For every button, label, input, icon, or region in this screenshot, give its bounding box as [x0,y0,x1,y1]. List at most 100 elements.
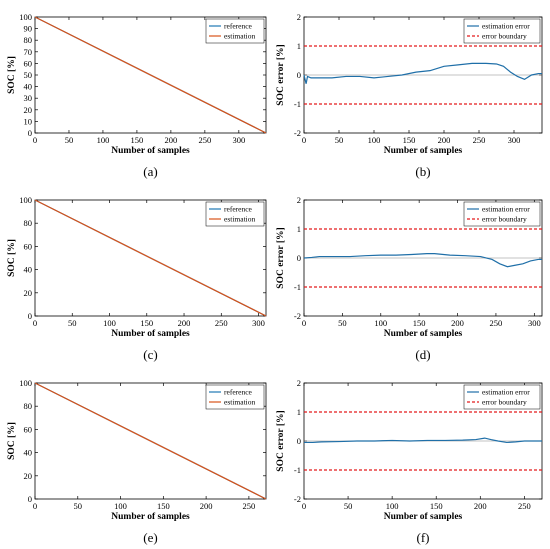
legend-box [463,201,541,227]
legend-box [463,384,541,410]
x-tick-label: 250 [215,318,228,328]
x-tick-label: 250 [198,135,211,145]
x-tick-label: 0 [33,318,37,328]
x-tick-label: 200 [178,318,191,328]
y-tick-label: 2 [297,195,301,205]
y-axis-label: SOC error [%] [276,44,286,105]
chart-panel: 0 50 100 150 200 250 300 0 20 40 60 80 100 referencee… [7,195,267,362]
chart-panel: 0 50 100 150 200 250 300 -2 -1 0 1 2 estimation erro… [276,12,543,179]
x-tick-label: 50 [335,135,344,145]
y-tick-label: -2 [294,128,301,138]
x-tick-label: 100 [368,135,381,145]
legend-box [205,384,265,410]
y-tick-label: 100 [19,12,32,22]
x-tick-label: 300 [232,135,245,145]
legend-label: reference [224,388,253,397]
x-tick-label: 50 [74,501,83,511]
x-tick-label: 200 [438,135,451,145]
x-tick-label: 100 [374,318,387,328]
y-tick-label: 20 [24,471,33,481]
x-tick-label: 50 [338,318,347,328]
y-tick-label: 30 [24,93,33,103]
x-axis-label: Number of samples [384,146,463,156]
x-axis-label: Number of samples [111,146,190,156]
x-tick-label: 200 [451,318,464,328]
y-tick-label: -1 [294,282,301,292]
y-tick-label: 0 [297,436,301,446]
y-tick-label: 1 [297,224,301,234]
legend-label: reference [224,205,253,214]
x-axis-label: Number of samples [111,512,190,522]
y-tick-label: -2 [294,311,301,321]
legend-label: reference [224,22,253,31]
legend-label: estimation error [482,205,530,214]
y-tick-label: 50 [24,70,33,80]
y-tick-label: 0 [297,253,301,263]
x-tick-label: 150 [413,318,426,328]
x-tick-label: 150 [140,318,153,328]
x-tick-label: 0 [302,501,306,511]
y-tick-label: 40 [24,448,33,458]
panel-label: (f) [417,530,430,545]
x-tick-label: 0 [302,135,306,145]
y-tick-label: 60 [24,241,33,251]
y-tick-label: -1 [294,465,301,475]
x-tick-label: 150 [430,501,443,511]
x-tick-label: 50 [65,135,74,145]
x-tick-label: 100 [386,501,399,511]
series-line-estimation-error [303,253,542,268]
chart-panel: 0 50 100 150 200 250 0 20 40 60 80 100 referenceesti… [7,378,267,545]
x-tick-label: 250 [473,135,486,145]
y-tick-label: 40 [24,82,33,92]
x-tick-label: 150 [403,135,416,145]
x-tick-label: 300 [528,318,541,328]
x-tick-label: 50 [344,501,353,511]
y-tick-label: 80 [24,401,33,411]
legend-label: estimation [224,398,255,407]
y-tick-label: -2 [294,494,301,504]
y-tick-label: 20 [24,288,33,298]
x-tick-label: 250 [490,318,503,328]
x-tick-label: 50 [68,318,77,328]
panel-label: (d) [415,347,430,362]
x-tick-label: 250 [518,501,531,511]
legend-label: error boundary [482,32,527,41]
y-tick-label: 70 [24,47,33,57]
panel-label: (e) [143,530,157,545]
y-tick-label: 80 [24,35,33,45]
x-tick-label: 300 [508,135,521,145]
x-tick-label: 100 [97,135,110,145]
y-tick-label: 90 [24,24,33,34]
x-tick-label: 200 [200,501,213,511]
x-tick-label: 0 [33,135,37,145]
y-tick-label: 80 [24,218,33,228]
legend-label: error boundary [482,398,527,407]
y-axis-label: SOC [%] [7,239,17,277]
panel-label: (b) [415,164,430,179]
y-tick-label: 0 [28,311,32,321]
legend-label: estimation error [482,388,530,397]
y-tick-label: 1 [297,41,301,51]
x-tick-label: 150 [131,135,144,145]
x-tick-label: 0 [33,501,37,511]
y-tick-label: -1 [294,99,301,109]
x-tick-label: 300 [252,318,265,328]
y-axis-label: SOC error [%] [276,227,286,288]
chart-panel: 0 50 100 150 200 250 300 -2 -1 0 1 2 estimation erro… [276,195,543,362]
y-tick-label: 0 [28,494,32,504]
y-tick-label: 60 [24,424,33,434]
legend-label: error boundary [482,215,527,224]
y-tick-label: 2 [297,12,301,22]
series-line-estimation-error [304,437,542,444]
x-tick-label: 100 [114,501,127,511]
panel-label: (c) [143,347,157,362]
x-axis-label: Number of samples [384,329,463,339]
x-tick-label: 100 [103,318,116,328]
